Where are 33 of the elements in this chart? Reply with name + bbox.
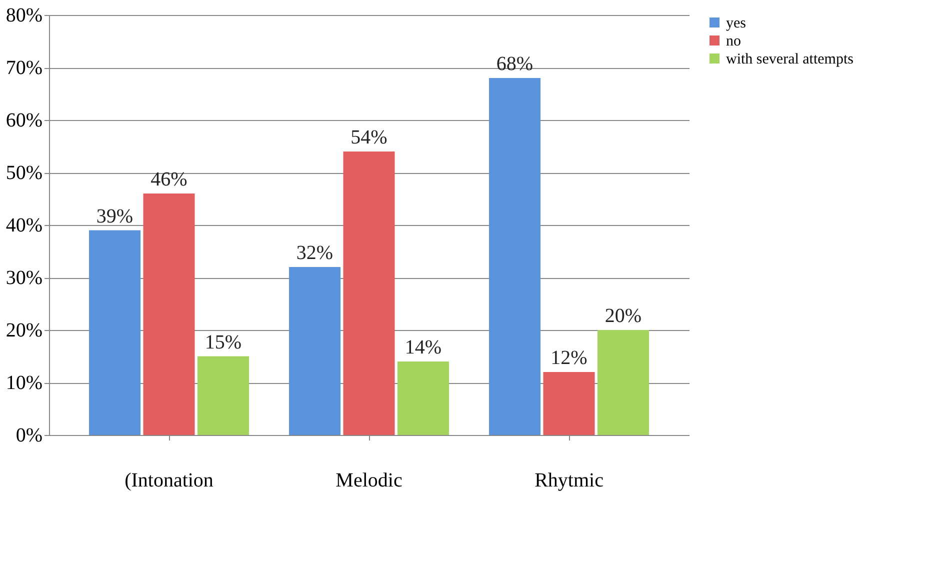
x-tick-label: Melodic bbox=[336, 470, 402, 492]
y-tick-label: 20% bbox=[6, 320, 42, 342]
data-label: 68% bbox=[496, 53, 534, 75]
data-label: 54% bbox=[350, 126, 388, 148]
legend-label: no bbox=[726, 34, 741, 50]
x-tick-label: (Intonation bbox=[124, 470, 214, 492]
legend-label: yes bbox=[726, 16, 746, 32]
data-label: 46% bbox=[150, 168, 188, 190]
data-label: 12% bbox=[550, 347, 588, 369]
bar bbox=[143, 194, 195, 435]
y-tick-label: 30% bbox=[6, 267, 42, 289]
data-label: 39% bbox=[96, 205, 134, 228]
bar bbox=[397, 362, 449, 435]
data-label: 15% bbox=[204, 331, 242, 354]
data-label: 20% bbox=[604, 305, 642, 327]
bar bbox=[197, 356, 249, 435]
data-label: 14% bbox=[404, 336, 442, 358]
y-tick-label: 70% bbox=[6, 57, 42, 79]
bar bbox=[597, 330, 649, 435]
bar bbox=[89, 230, 141, 435]
bar bbox=[489, 78, 541, 435]
x-tick-label: Rhytmic bbox=[534, 470, 604, 492]
y-tick-label: 40% bbox=[6, 214, 42, 236]
y-tick-label: 50% bbox=[6, 162, 42, 184]
y-tick-label: 0% bbox=[16, 424, 42, 446]
bar bbox=[289, 267, 341, 435]
y-tick-label: 80% bbox=[6, 4, 42, 26]
bar bbox=[543, 372, 595, 435]
data-label: 32% bbox=[296, 242, 334, 264]
bar bbox=[343, 152, 395, 435]
y-tick-label: 60% bbox=[6, 110, 42, 132]
legend-label: with several attempts bbox=[726, 52, 854, 68]
y-tick-label: 10% bbox=[6, 372, 42, 394]
